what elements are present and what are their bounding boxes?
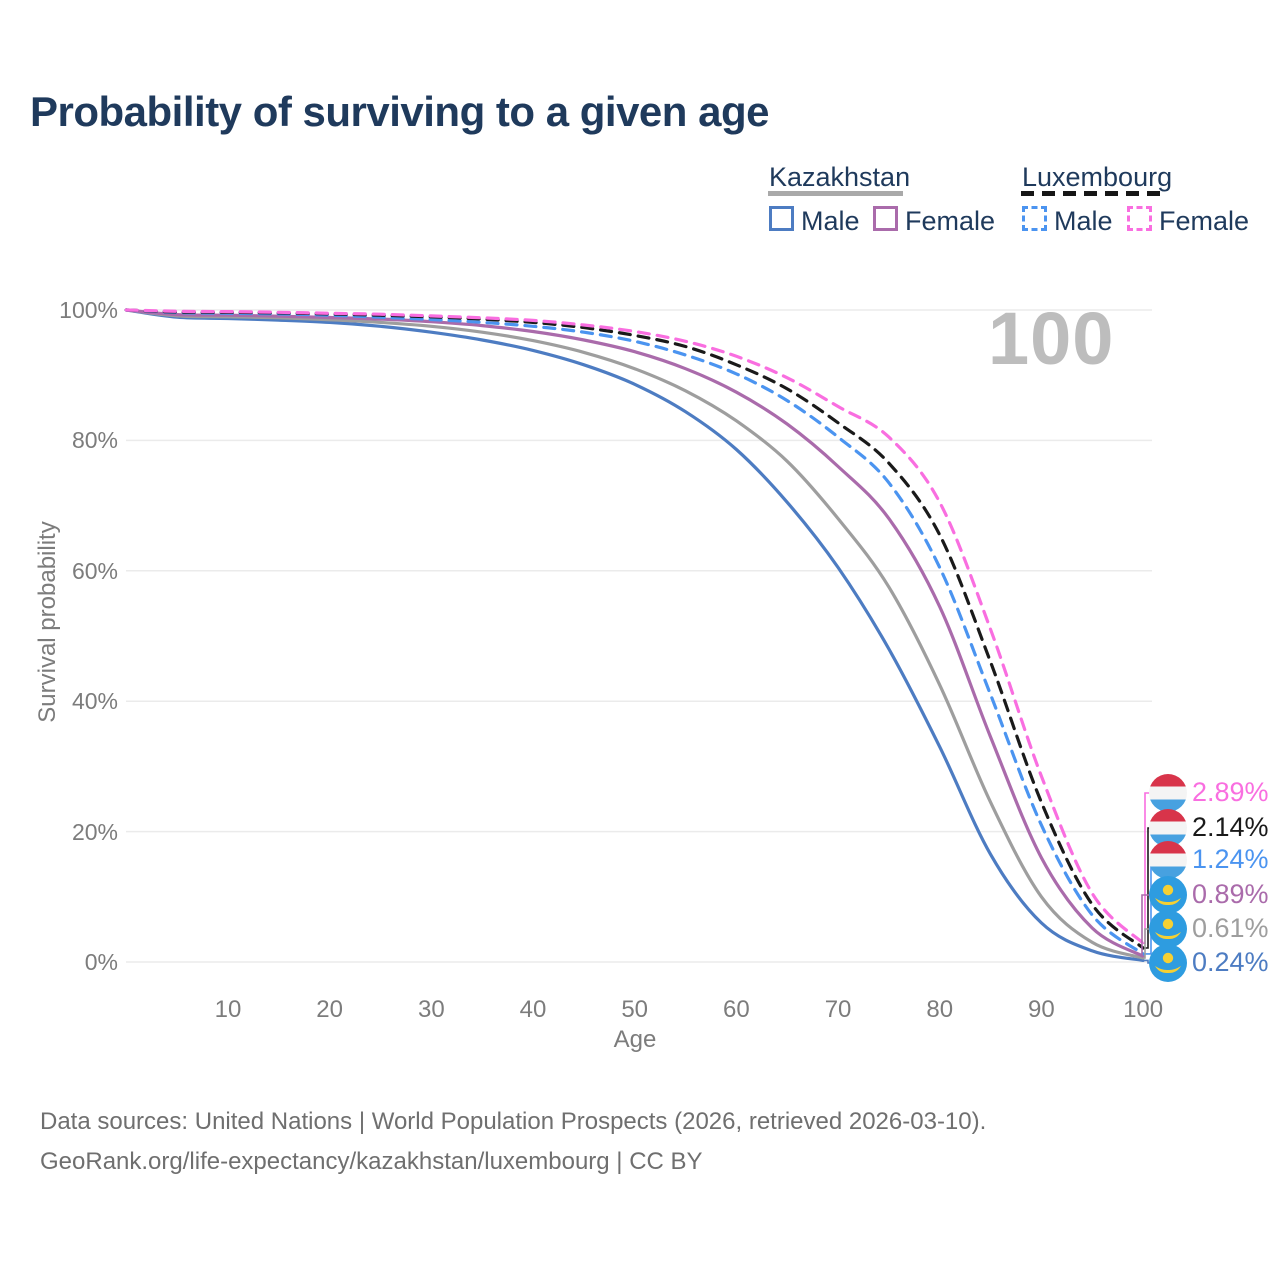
- y-tick-40%: 40%: [71, 688, 118, 715]
- page-title: Probability of surviving to a given age: [30, 88, 769, 135]
- legend-swatch-kazakhstan-female[interactable]: [873, 206, 898, 231]
- end-label-connector-kazakhstan-female: [1141, 894, 1150, 957]
- x-tick-30: 30: [417, 996, 445, 1023]
- curve-luxembourg-both-sexes: [124, 308, 1145, 950]
- curve-kazakhstan-both-sexes: [124, 308, 1145, 960]
- legend-swatch-luxembourg-female[interactable]: [1127, 206, 1152, 231]
- x-tick-60: 60: [723, 996, 750, 1023]
- legend-label-kazakhstan-female[interactable]: Female: [905, 206, 996, 236]
- y-tick-0%: 0%: [84, 949, 118, 975]
- curve-luxembourg-male: [124, 308, 1145, 956]
- legend-label-luxembourg-male[interactable]: Male: [1054, 206, 1113, 236]
- age-watermark: 100: [988, 297, 1115, 380]
- x-axis-title: Age: [613, 1026, 657, 1053]
- y-tick-20%: 20%: [71, 818, 118, 845]
- kazakhstan-flag-icon: [1149, 944, 1187, 982]
- x-tick-50: 50: [621, 996, 649, 1023]
- kazakhstan-flag-icon: [1149, 876, 1187, 914]
- legend-group-luxembourg[interactable]: Luxembourg: [1022, 162, 1173, 192]
- legend-swatch-kazakhstan-male[interactable]: [769, 206, 794, 231]
- kazakhstan-flag-icon: [1149, 910, 1187, 948]
- x-tick-90: 90: [1028, 996, 1055, 1023]
- x-tick-80: 80: [926, 996, 954, 1023]
- footer-url: GeoRank.org/life-expectancy/kazakhstan/l…: [40, 1148, 703, 1175]
- end-label-connector-luxembourg-female: [1143, 792, 1150, 944]
- luxembourg-flag-icon: [1149, 774, 1187, 812]
- x-tick-20: 20: [316, 996, 343, 1023]
- end-label-connector-kazakhstan-both-sexes: [1143, 928, 1150, 959]
- legend-swatch-luxembourg-male[interactable]: [1022, 206, 1047, 231]
- luxembourg-flag-icon: [1149, 809, 1187, 847]
- end-label-kazakhstan-female: 0.89%: [1192, 879, 1269, 909]
- end-label-luxembourg-female: 2.89%: [1192, 777, 1269, 807]
- y-tick-60%: 60%: [71, 557, 118, 584]
- y-tick-100%: 100%: [59, 297, 118, 323]
- x-tick-100: 100: [1123, 996, 1164, 1023]
- luxembourg-total-line-swatch[interactable]: [1021, 191, 1165, 196]
- x-tick-10: 10: [214, 996, 242, 1023]
- legend-label-kazakhstan-male[interactable]: Male: [801, 206, 860, 236]
- luxembourg-flag-icon: [1149, 841, 1187, 879]
- curve-luxembourg-female: [124, 308, 1145, 945]
- end-label-kazakhstan-both-sexes: 0.61%: [1192, 913, 1269, 943]
- curve-kazakhstan-female: [124, 308, 1145, 958]
- footer-sources: Data sources: United Nations | World Pop…: [40, 1108, 987, 1135]
- x-tick-40: 40: [519, 996, 547, 1023]
- y-tick-80%: 80%: [71, 427, 118, 454]
- legend-label-luxembourg-female[interactable]: Female: [1159, 206, 1250, 236]
- end-label-luxembourg-both-sexes: 2.14%: [1192, 812, 1269, 842]
- end-label-kazakhstan-male: 0.24%: [1192, 947, 1269, 977]
- end-label-luxembourg-male: 1.24%: [1192, 844, 1269, 874]
- legend-group-kazakhstan[interactable]: Kazakhstan: [769, 162, 911, 192]
- curve-kazakhstan-male: [124, 308, 1145, 962]
- kazakhstan-total-line-swatch[interactable]: [768, 191, 903, 196]
- x-tick-70: 70: [824, 996, 852, 1023]
